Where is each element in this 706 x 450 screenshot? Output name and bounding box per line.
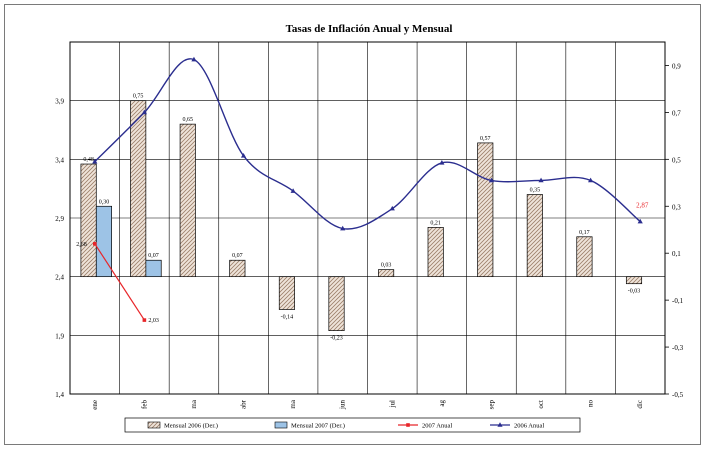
point-2007-anual <box>142 318 147 322</box>
bar-label-mensual-2006: 0,17 <box>579 230 590 236</box>
point-label-2006-anual: 2,87 <box>636 202 649 210</box>
right-tick-label: 0,3 <box>672 203 681 211</box>
category-label: ma <box>289 399 297 408</box>
category-label: abr <box>240 399 248 409</box>
bar-mensual-2007 <box>145 259 162 278</box>
left-tick-label: 2,9 <box>55 215 64 223</box>
point-label-2007-anual: 2,68 <box>76 242 87 248</box>
category-label: jun <box>339 400 347 410</box>
point-label-2007-anual: 2,03 <box>148 318 159 324</box>
bar-label-mensual-2006: 0,48 <box>83 157 94 163</box>
left-tick-label: 2,4 <box>55 274 64 282</box>
legend-label: 2006 Anual <box>514 423 544 430</box>
right-tick-label: 0,7 <box>672 109 681 117</box>
point-2006-anual <box>488 177 495 183</box>
chart-title: Tasas de Inflación Anual y Mensual <box>286 23 453 35</box>
left-tick-label: 3,4 <box>55 156 64 164</box>
legend-box <box>124 417 581 433</box>
bar-label-mensual-2007: 0,30 <box>99 199 110 205</box>
category-label: sep <box>487 400 495 410</box>
right-tick-label: 0,5 <box>672 156 681 164</box>
legend-swatch-mensual-2007 <box>274 421 288 429</box>
right-tick-label: 0,9 <box>672 62 681 70</box>
point-2006-anual <box>637 218 643 224</box>
right-tick-label: 0,1 <box>672 250 681 258</box>
bar-mensual-2006 <box>625 276 643 285</box>
bar-label-mensual-2006: 0,03 <box>381 263 392 269</box>
bar-mensual-2006 <box>80 163 97 278</box>
right-tick-label: -0,1 <box>672 297 684 305</box>
point-2006-anual <box>290 188 296 193</box>
category-label: ma <box>190 399 198 408</box>
bar-label-mensual-2006: 0,35 <box>530 188 541 194</box>
bar-label-mensual-2006: 0,21 <box>430 220 441 226</box>
legend-label: 2007 Anual <box>422 423 452 430</box>
bar-label-mensual-2006: 0,75 <box>133 94 144 100</box>
legend-label: Mensual 2006 (Der.) <box>164 423 218 430</box>
category-label: ene <box>91 400 99 410</box>
legend-marker-2006-anual <box>497 422 503 427</box>
category-label: oct <box>537 400 545 409</box>
bar-label-mensual-2006: 0,07 <box>232 253 243 259</box>
bar-mensual-2006 <box>328 276 345 331</box>
bar-mensual-2007 <box>95 205 113 278</box>
bar-label-mensual-2006: 0,65 <box>183 117 194 123</box>
bar-mensual-2006 <box>576 236 593 278</box>
point-2006-anual <box>538 177 544 183</box>
line-2007-anual <box>94 243 145 321</box>
point-2006-anual <box>588 177 594 183</box>
point-2006-anual <box>191 56 197 62</box>
bar-mensual-2006 <box>477 142 494 278</box>
point-2006-anual <box>439 160 445 165</box>
legend-marker-2007-anual <box>406 423 410 427</box>
bar-mensual-2006 <box>427 227 444 278</box>
left-tick-label: 1,4 <box>55 391 64 399</box>
category-label: feb <box>140 400 148 409</box>
left-tick-label: 3,9 <box>55 98 64 106</box>
bar-label-mensual-2006: -0,23 <box>330 336 343 342</box>
point-2006-anual <box>240 153 247 158</box>
bar-label-mensual-2007: 0,07 <box>148 253 159 259</box>
bar-mensual-2006 <box>526 194 543 278</box>
point-2006-anual <box>92 158 98 164</box>
category-label: no <box>587 400 595 408</box>
point-2006-anual <box>141 109 147 115</box>
point-2006-anual <box>340 225 346 231</box>
bar-mensual-2006 <box>130 100 147 278</box>
bar-mensual-2006 <box>378 269 395 278</box>
point-2006-anual <box>389 205 395 211</box>
category-label: ag <box>438 400 446 407</box>
bar-label-mensual-2006: 0,57 <box>480 136 491 142</box>
bar-mensual-2006 <box>179 123 196 278</box>
bar-mensual-2006 <box>229 259 246 278</box>
bar-mensual-2006 <box>278 276 295 310</box>
bar-label-mensual-2006: -0,03 <box>628 289 641 295</box>
bar-label-mensual-2006: -0,14 <box>281 315 294 321</box>
left-tick-label: 1,9 <box>55 332 64 340</box>
legend-swatch-mensual-2006 <box>147 421 161 429</box>
category-label: dic <box>636 400 644 409</box>
point-2007-anual <box>92 242 97 246</box>
category-label: jul <box>388 400 396 408</box>
right-tick-label: -0,5 <box>672 391 684 399</box>
right-tick-label: -0,3 <box>672 344 684 352</box>
legend-label: Mensual 2007 (Der.) <box>291 423 345 430</box>
